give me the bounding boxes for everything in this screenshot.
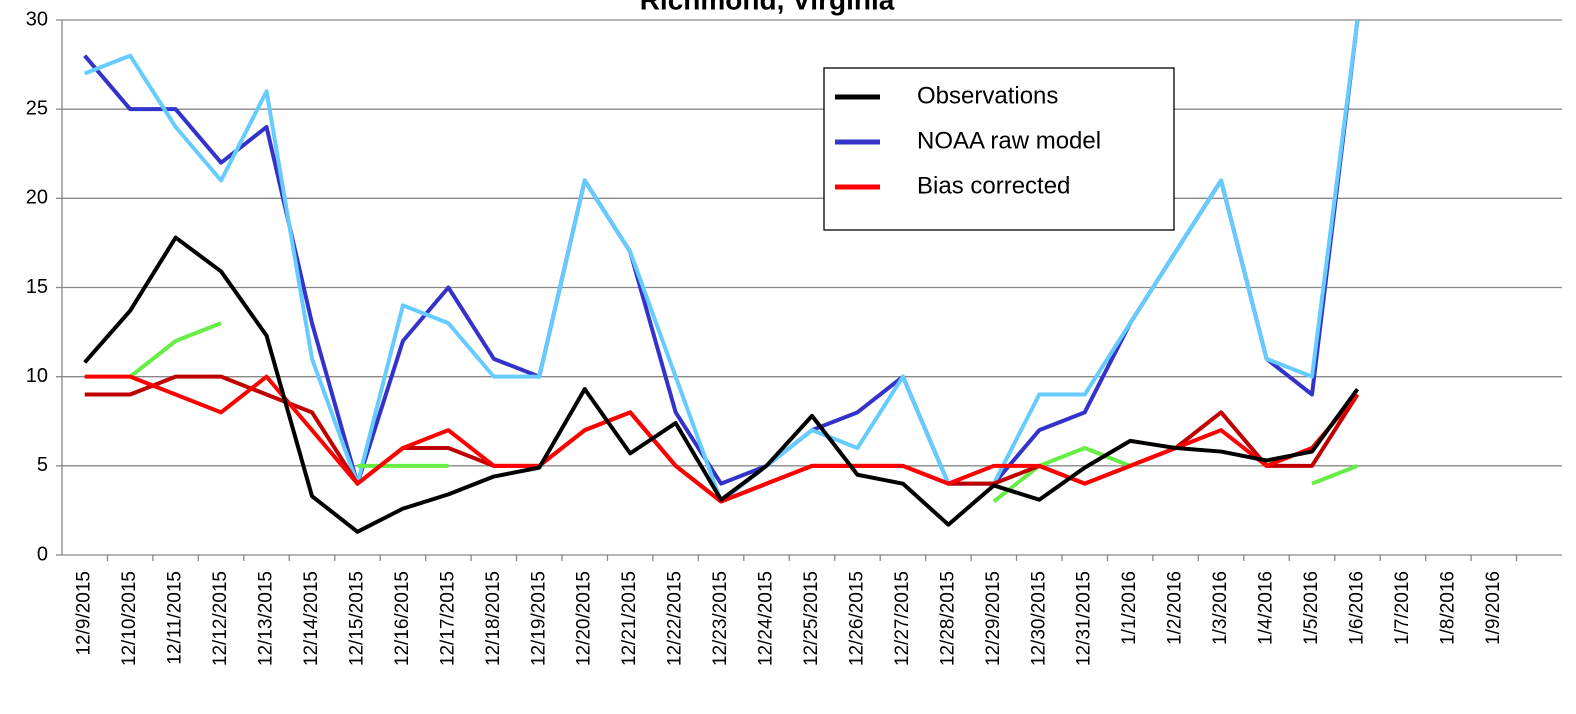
legend-label: NOAA raw model [917,127,1101,154]
legend-label: Bias corrected [917,172,1070,199]
x-tick-label: 1/8/2016 [1437,571,1458,645]
y-tick-label: 15 [26,276,48,298]
legend-box [823,67,1175,231]
x-tick-label: 12/9/2015 [74,571,95,656]
x-tick-label: 1/2/2016 [1165,571,1186,645]
x-tick-label: 12/26/2015 [846,571,867,666]
x-tick-label: 12/28/2015 [937,571,958,666]
x-tick-label: 12/14/2015 [301,571,322,666]
x-tick-label: 12/27/2015 [892,571,913,666]
x-tick-label: 1/3/2016 [1210,571,1231,645]
x-tick-label: 12/10/2015 [119,571,140,666]
chart-title: Richmond, Virginia [640,0,895,15]
x-tick-label: 12/19/2015 [528,571,549,666]
x-tick-label: 12/13/2015 [256,571,277,666]
x-tick-label: 12/17/2015 [437,571,458,666]
x-tick-label: 12/22/2015 [665,571,686,666]
y-tick-label: 20 [26,187,48,209]
series-line [83,235,1360,534]
x-tick-label: 12/18/2015 [483,571,504,666]
y-tick-label: 5 [37,454,48,476]
x-tick-label: 12/23/2015 [710,571,731,666]
x-tick-label: 1/5/2016 [1301,571,1322,645]
x-tick-label: 1/9/2016 [1483,571,1504,645]
y-tick-label: 0 [37,543,48,565]
legend-label: Observations [917,82,1058,109]
x-tick-label: 12/30/2015 [1028,571,1049,666]
x-tick-label: 1/4/2016 [1256,571,1277,645]
x-tick-label: 12/16/2015 [392,571,413,666]
x-tick-label: 12/25/2015 [801,571,822,666]
x-tick-label: 12/20/2015 [574,571,595,666]
y-tick-label: 25 [26,97,48,119]
x-tick-label: 12/12/2015 [210,571,231,666]
x-tick-label: 12/29/2015 [983,571,1004,666]
x-tick-label: 12/31/2015 [1074,571,1095,666]
y-tick-label: 10 [26,365,48,387]
x-tick-label: 1/6/2016 [1346,571,1367,645]
x-tick-label: 1/7/2016 [1392,571,1413,645]
y-tick-label: 30 [26,8,48,30]
x-tick-label: 12/21/2015 [619,571,640,666]
x-tick-label: 12/15/2015 [346,571,367,666]
x-tick-label: 12/11/2015 [165,571,186,665]
x-tick-label: 12/24/2015 [756,571,777,666]
x-tick-label: 1/1/2016 [1119,571,1140,645]
